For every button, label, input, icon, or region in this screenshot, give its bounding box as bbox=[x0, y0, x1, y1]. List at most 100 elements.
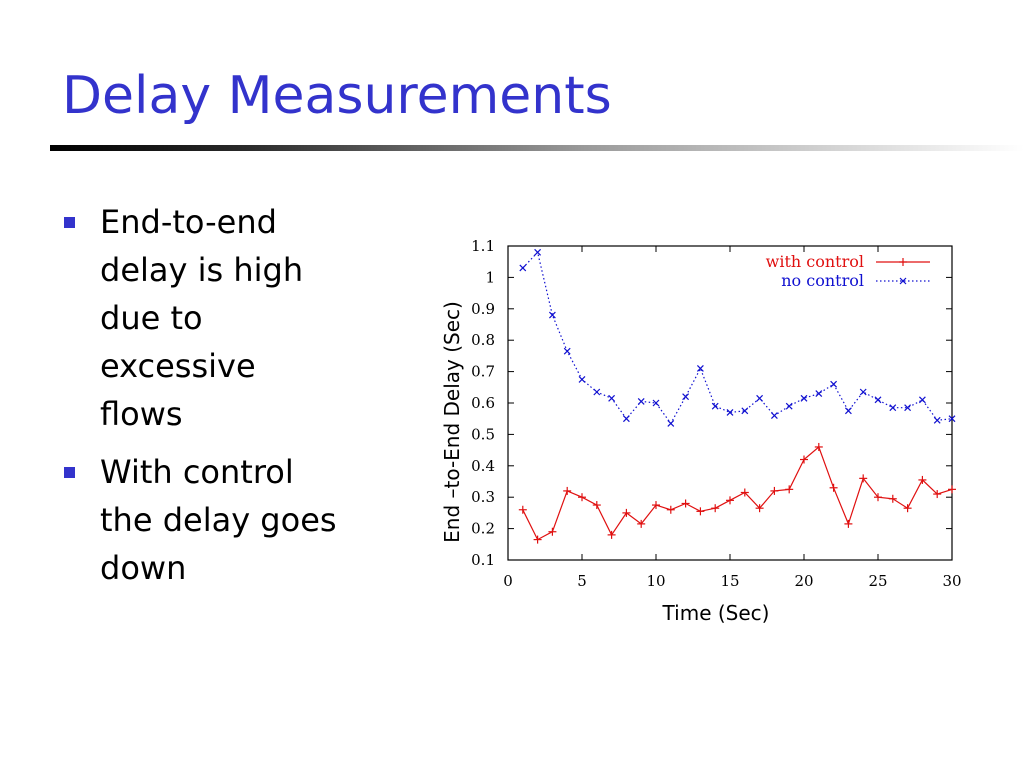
data-point-with-control bbox=[785, 485, 794, 494]
x-tick-label: 25 bbox=[868, 572, 887, 590]
data-point-no-control bbox=[800, 394, 808, 402]
data-point-with-control bbox=[607, 530, 616, 539]
data-point-with-control bbox=[637, 519, 646, 528]
data-point-no-control bbox=[563, 347, 571, 355]
data-point-with-control bbox=[814, 442, 823, 451]
data-point-no-control bbox=[593, 388, 601, 396]
data-point-with-control bbox=[548, 527, 557, 536]
bullet-list: End-to-end delay is high due to excessiv… bbox=[62, 198, 342, 602]
data-point-with-control bbox=[652, 501, 660, 510]
data-point-no-control bbox=[548, 311, 556, 319]
data-point-with-control bbox=[681, 499, 690, 508]
square-bullet-icon bbox=[64, 217, 75, 228]
y-tick-label: 0.7 bbox=[471, 363, 495, 381]
data-point-no-control bbox=[682, 393, 690, 401]
square-bullet-icon bbox=[64, 467, 75, 478]
data-point-no-control bbox=[815, 390, 823, 398]
y-tick-label: 0.4 bbox=[471, 457, 495, 475]
data-point-with-control bbox=[918, 475, 927, 484]
data-point-no-control bbox=[637, 398, 645, 405]
data-point-no-control bbox=[608, 394, 616, 402]
data-point-with-control bbox=[903, 504, 912, 513]
data-point-no-control bbox=[726, 408, 734, 416]
x-tick-label: 0 bbox=[503, 572, 513, 590]
bullet-item: End-to-end delay is high due to excessiv… bbox=[62, 198, 342, 438]
legend: with control no control bbox=[766, 252, 930, 290]
y-tick-label: 0.6 bbox=[471, 394, 495, 412]
data-point-with-control bbox=[518, 505, 527, 514]
y-tick-label: 1.1 bbox=[471, 237, 495, 255]
data-point-no-control bbox=[711, 402, 719, 410]
data-point-no-control bbox=[874, 396, 882, 404]
data-point-with-control bbox=[859, 474, 868, 483]
data-point-no-control bbox=[652, 399, 660, 407]
data-point-with-control bbox=[578, 493, 586, 502]
x-tick-label: 30 bbox=[942, 572, 961, 590]
data-point-no-control bbox=[622, 415, 630, 423]
legend-label-with-control: with control bbox=[766, 252, 864, 271]
legend-x-marker-icon bbox=[899, 277, 907, 285]
data-point-with-control bbox=[755, 504, 764, 513]
data-point-with-control bbox=[948, 485, 956, 494]
data-point-with-control bbox=[666, 505, 675, 514]
data-point-no-control bbox=[519, 264, 527, 272]
y-tick-label: 0.5 bbox=[471, 425, 495, 443]
data-point-no-control bbox=[844, 407, 852, 415]
data-point-no-control bbox=[785, 402, 793, 410]
x-axis-ticks: 0 5 10 15 20 25 30 bbox=[503, 246, 962, 590]
y-tick-label: 0.9 bbox=[471, 300, 495, 318]
bullet-text: End-to-end delay is high due to excessiv… bbox=[100, 203, 304, 433]
title-underline bbox=[50, 145, 1024, 151]
y-axis-label: End –to-End Delay (Sec) bbox=[440, 301, 464, 543]
data-point-no-control bbox=[741, 407, 749, 415]
legend-label-no-control: no control bbox=[781, 271, 864, 290]
plot-frame bbox=[507, 245, 953, 561]
y-tick-label: 0.3 bbox=[471, 488, 495, 506]
data-point-with-control bbox=[726, 496, 734, 505]
data-point-no-control bbox=[889, 404, 897, 412]
data-point-no-control bbox=[904, 404, 912, 412]
data-point-with-control bbox=[563, 486, 572, 495]
data-point-no-control bbox=[859, 388, 867, 396]
data-point-with-control bbox=[888, 494, 897, 503]
data-point-with-control bbox=[844, 519, 853, 528]
data-point-no-control bbox=[696, 365, 704, 372]
x-tick-label: 10 bbox=[646, 572, 665, 590]
data-point-with-control bbox=[592, 501, 601, 510]
data-point-with-control bbox=[740, 488, 749, 497]
series-with-control bbox=[518, 442, 956, 544]
data-point-with-control bbox=[711, 504, 720, 513]
data-point-no-control bbox=[578, 376, 586, 383]
y-axis-ticks: 0.1 0.2 0.3 0.4 0.5 0.6 0.7 0.8 0.9 1 1.1 bbox=[471, 237, 952, 569]
legend-plus-marker-icon bbox=[899, 258, 907, 266]
data-point-no-control bbox=[918, 396, 926, 404]
data-point-with-control bbox=[829, 483, 838, 492]
data-point-no-control bbox=[534, 248, 542, 256]
data-point-with-control bbox=[770, 486, 779, 495]
data-point-with-control bbox=[800, 455, 808, 464]
x-tick-label: 15 bbox=[720, 572, 739, 590]
y-tick-label: 1 bbox=[485, 268, 495, 286]
y-tick-label: 0.2 bbox=[471, 520, 495, 538]
y-tick-label: 0.8 bbox=[471, 331, 495, 349]
x-axis-label: Time (Sec) bbox=[662, 601, 770, 625]
series-no-control bbox=[519, 248, 956, 427]
series-line-with-control bbox=[522, 445, 953, 541]
data-point-with-control bbox=[533, 535, 542, 544]
data-point-with-control bbox=[622, 508, 631, 517]
bullet-text: With control the delay goes down bbox=[100, 453, 337, 587]
slide-title: Delay Measurements bbox=[62, 66, 612, 126]
data-point-no-control bbox=[756, 394, 764, 402]
x-tick-label: 5 bbox=[577, 572, 587, 590]
data-point-with-control bbox=[874, 493, 882, 502]
x-tick-label: 20 bbox=[794, 572, 813, 590]
y-tick-label: 0.1 bbox=[471, 551, 495, 569]
data-point-with-control bbox=[696, 507, 705, 516]
data-point-with-control bbox=[933, 490, 942, 499]
series-layer bbox=[518, 248, 956, 544]
bullet-item: With control the delay goes down bbox=[62, 448, 342, 592]
data-point-no-control bbox=[830, 380, 838, 388]
series-line-no-control bbox=[522, 251, 953, 425]
data-point-no-control bbox=[933, 416, 941, 424]
